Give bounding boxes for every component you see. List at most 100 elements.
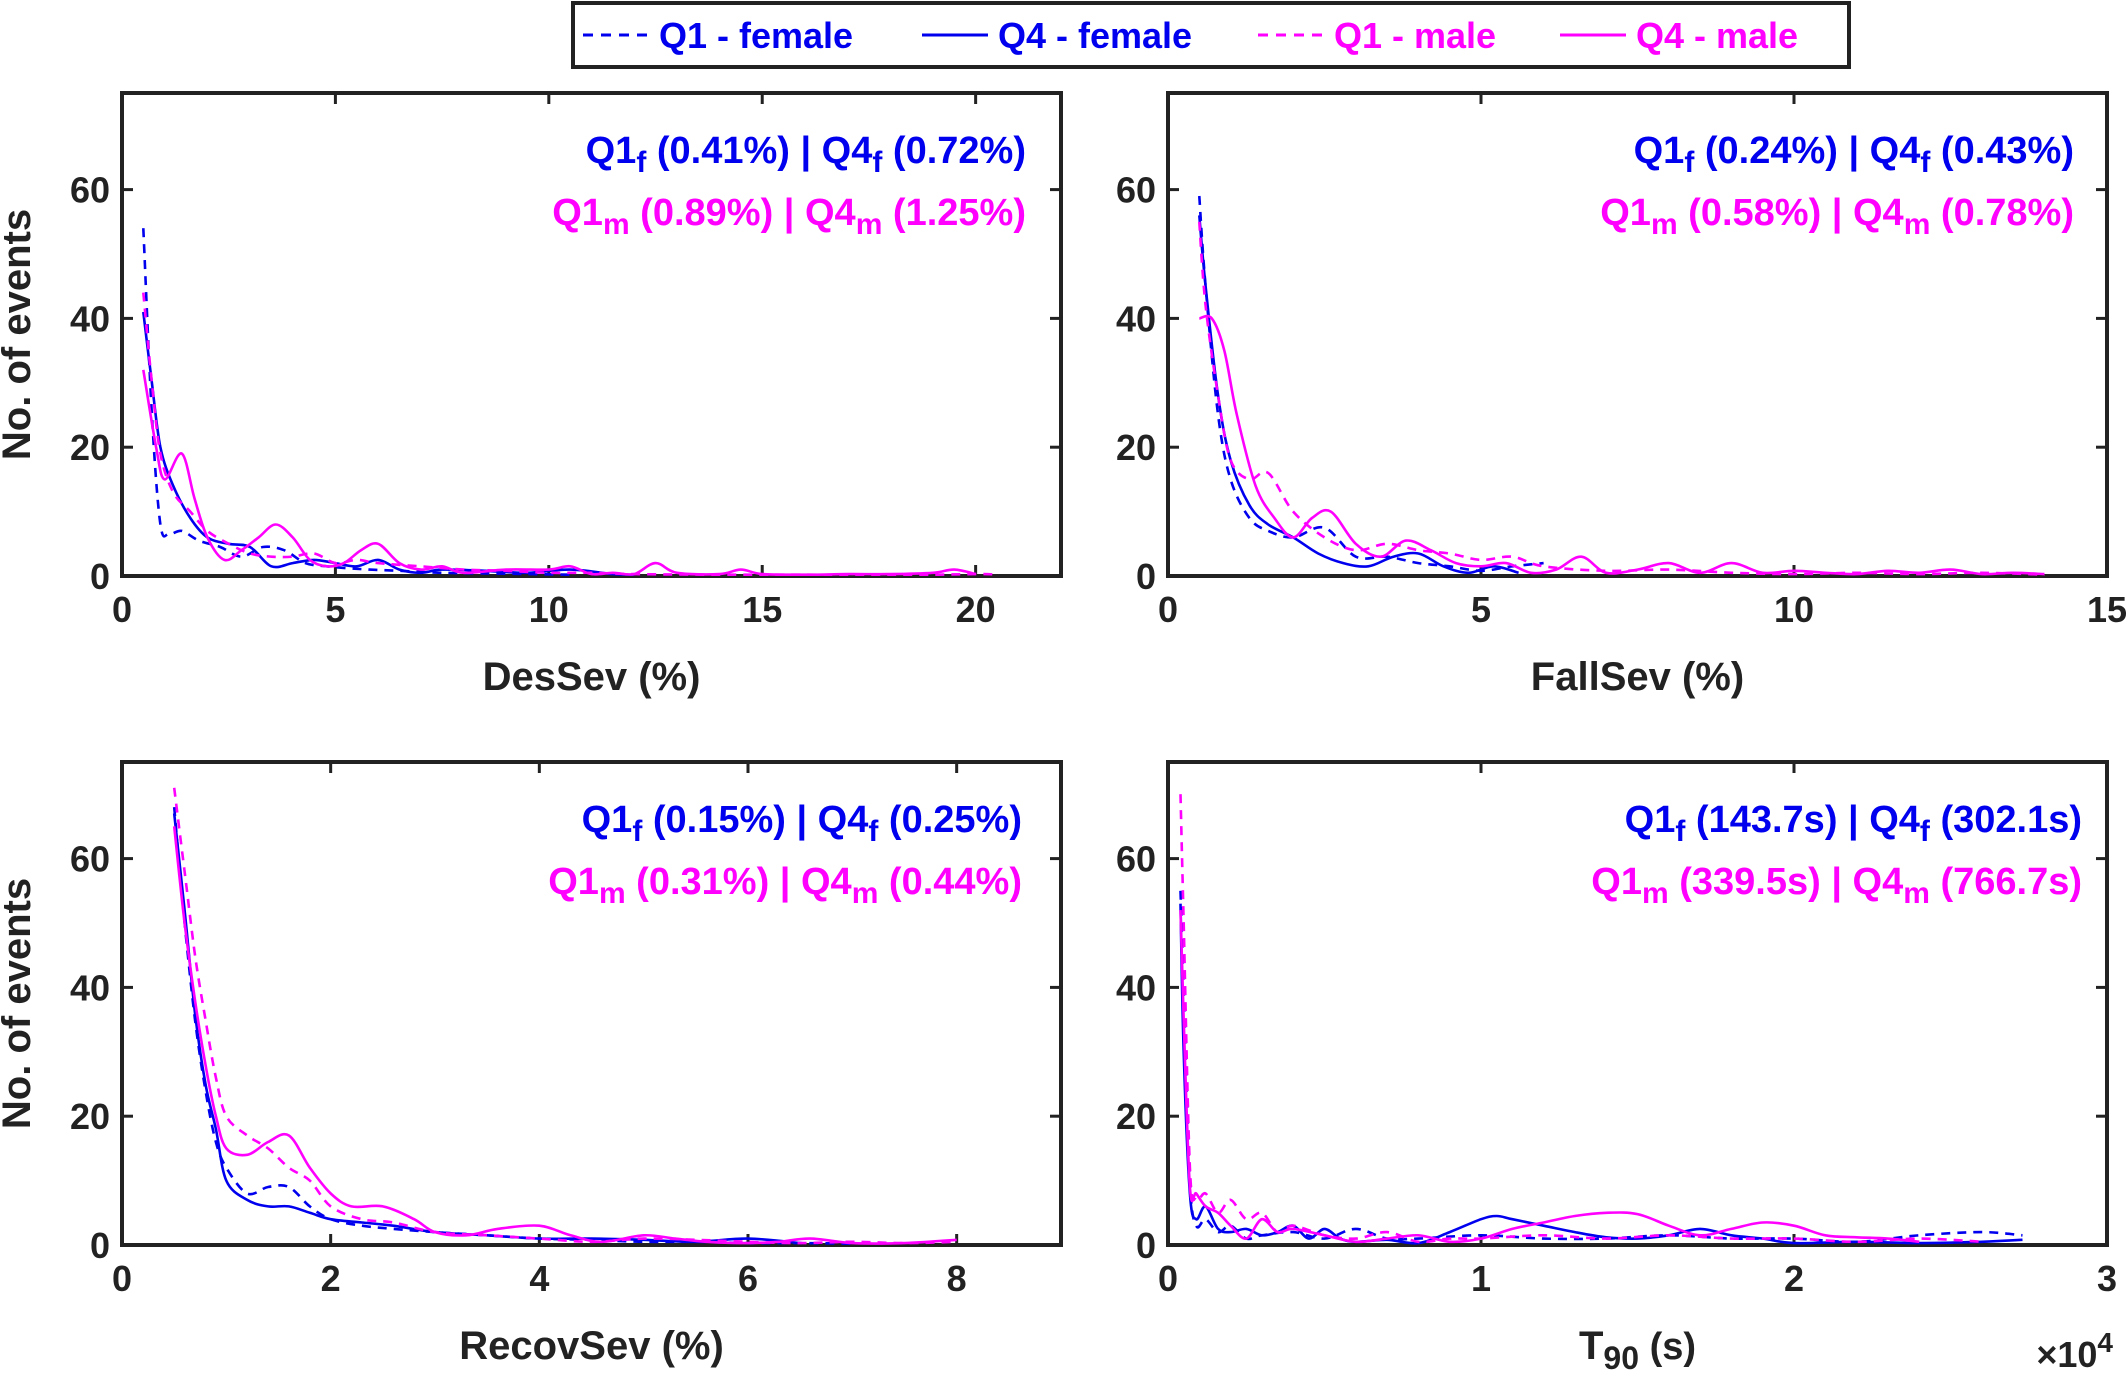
- text-part: Q1: [1600, 192, 1651, 234]
- stats-annotation: Q1f (143.7s) | Q4f (302.1s): [1625, 799, 2082, 848]
- subscript: m: [599, 877, 626, 910]
- text-part: (0.72%): [882, 130, 1026, 172]
- series-line-q1-male: [1198, 221, 2045, 576]
- legend-label-q1-female: Q1 - female: [659, 15, 853, 56]
- x-tick-label: 15: [2087, 589, 2127, 630]
- text-part: Q1: [1625, 799, 1676, 841]
- y-axis-label: No. of events: [0, 209, 39, 460]
- x-axis-label: T90 (s): [1579, 1324, 1696, 1376]
- legend-label-q1-male: Q1 - male: [1334, 15, 1496, 56]
- subscript: f: [1684, 146, 1695, 179]
- x-tick-label: 5: [325, 589, 345, 630]
- x-axis-label: DesSev (%): [483, 655, 701, 699]
- text-part: (s): [1639, 1326, 1696, 1368]
- legend-label-q4-male: Q4 - male: [1636, 15, 1798, 56]
- y-tick-label: 40: [1116, 298, 1156, 339]
- subscript: m: [852, 877, 879, 910]
- stats-annotation: Q1m (0.31%) | Q4m (0.44%): [548, 861, 1022, 910]
- series-group: [172, 787, 957, 1245]
- subscript: m: [1904, 208, 1931, 241]
- x-tick-label: 4: [529, 1258, 549, 1299]
- subscript: f: [868, 815, 879, 848]
- series-line-q1-female: [142, 228, 571, 576]
- subscript: m: [1651, 208, 1678, 241]
- y-tick-label: 20: [70, 1096, 110, 1137]
- legend: Q1 - female Q4 - female Q1 - male Q4 - male: [571, 1, 1851, 69]
- text-part: Q1: [586, 130, 637, 172]
- series-line-q4-male: [142, 369, 976, 576]
- text-part: (0.78%): [1930, 192, 2074, 234]
- y-tick-label: 40: [70, 967, 110, 1008]
- series-line-q4-male: [172, 826, 957, 1245]
- text-part: (0.24%) | Q4: [1694, 130, 1920, 172]
- x-axis-label: RecovSev (%): [459, 1324, 724, 1368]
- text-part: (0.41%) | Q4: [646, 130, 872, 172]
- text-part: (302.1s): [1930, 799, 2082, 841]
- x-tick-label: 6: [738, 1258, 758, 1299]
- legend-label-q4-female: Q4 - female: [998, 15, 1192, 56]
- y-tick-label: 60: [1116, 170, 1156, 211]
- x-tick-label: 0: [112, 1258, 132, 1299]
- text-part: (0.89%) | Q4: [630, 192, 856, 234]
- legend-box: [571, 1, 1851, 69]
- text-part: (766.7s): [1930, 861, 2082, 903]
- subscript: f: [632, 815, 643, 848]
- text-part: (0.43%): [1930, 130, 2074, 172]
- stats-annotation: Q1m (0.58%) | Q4m (0.78%): [1600, 192, 2074, 241]
- x-tick-label: 0: [1158, 589, 1178, 630]
- subscript: 90: [1603, 1340, 1639, 1376]
- panel-desSev: 0 5 10 15 20 0 20 40 60 DesSev (%) No. of events Q1…: [0, 91, 1063, 699]
- text-part: T: [1579, 1324, 1603, 1368]
- plot-frame: [1166, 91, 2109, 578]
- plot-frame: [120, 91, 1063, 578]
- y-tick-label: 0: [1136, 1225, 1156, 1266]
- text-part: Q1: [1591, 861, 1642, 903]
- x-tick-label: 10: [1774, 589, 1814, 630]
- series-group: [142, 228, 998, 576]
- text-part: Q1: [552, 192, 603, 234]
- text-part: (143.7s) | Q4: [1685, 799, 1920, 841]
- series-line-q4-male: [1179, 910, 1920, 1244]
- x-axis-multiplier: ×104: [2036, 1327, 2113, 1376]
- x-tick-label: 0: [112, 589, 132, 630]
- subscript: f: [872, 146, 883, 179]
- stats-annotation: Q1f (0.24%) | Q4f (0.43%): [1634, 130, 2074, 179]
- y-tick-label: 0: [1136, 556, 1156, 597]
- y-tick-label: 20: [1116, 1096, 1156, 1137]
- x-tick-label: 1: [1471, 1258, 1491, 1299]
- x-tick-label: 8: [947, 1258, 967, 1299]
- x-tick-label: 0: [1158, 1258, 1178, 1299]
- x-tick-label: 5: [1471, 589, 1491, 630]
- x-tick-label: 2: [1784, 1258, 1804, 1299]
- subscript: f: [1675, 815, 1686, 848]
- text-part: (0.44%): [878, 861, 1022, 903]
- text-part: Q1: [548, 861, 599, 903]
- series-line-q1-male: [172, 787, 957, 1245]
- text-part: (1.25%): [882, 192, 1026, 234]
- subscript: f: [1920, 146, 1931, 179]
- stats-annotation: Q1f (0.41%) | Q4f (0.72%): [586, 130, 1026, 179]
- subscript: m: [1642, 877, 1669, 910]
- series-line-q1-male: [142, 292, 998, 576]
- y-tick-label: 40: [70, 298, 110, 339]
- subscript: f: [636, 146, 647, 179]
- plot-frame: [120, 760, 1063, 1247]
- x-tick-label: 3: [2097, 1258, 2117, 1299]
- text-part: (0.15%) | Q4: [642, 799, 868, 841]
- subscript: m: [1903, 877, 1930, 910]
- y-tick-label: 60: [70, 839, 110, 880]
- text-part: (0.25%): [878, 799, 1022, 841]
- y-axis-label: No. of events: [0, 878, 39, 1129]
- text-part: (339.5s) | Q4: [1669, 861, 1904, 903]
- subscript: m: [856, 208, 883, 241]
- subscript: f: [1920, 815, 1931, 848]
- series-line-q1-female: [1179, 890, 2023, 1244]
- stats-annotation: Q1m (339.5s) | Q4m (766.7s): [1591, 861, 2082, 910]
- series-line-q4-male: [1199, 314, 2045, 576]
- y-tick-label: 60: [1116, 839, 1156, 880]
- series-group: [1198, 195, 2045, 576]
- y-tick-label: 0: [90, 556, 110, 597]
